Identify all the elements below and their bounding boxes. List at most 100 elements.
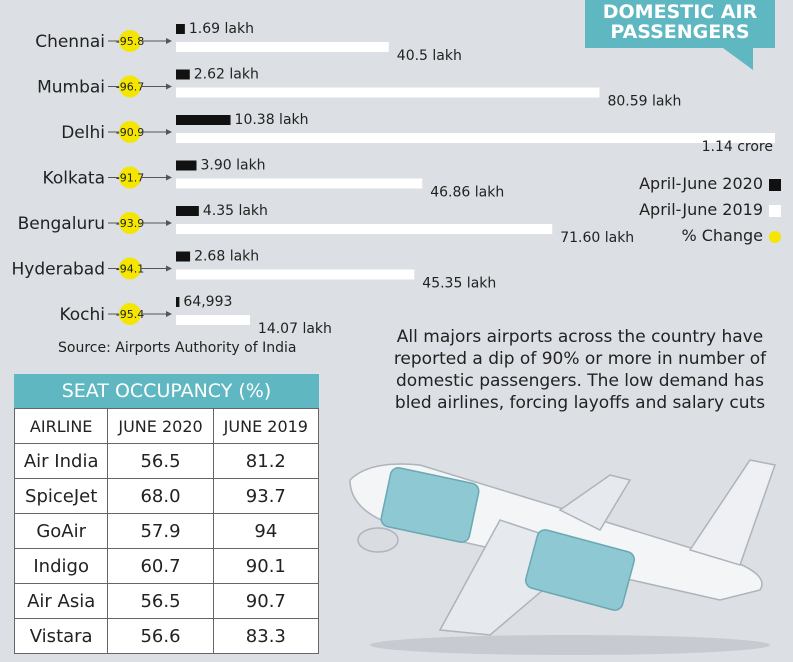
june-2019-cell: 81.2 [212, 443, 320, 479]
seat-occupancy-table: SEAT OCCUPANCY (%) AIRLINE JUNE 2020 JUN… [13, 374, 320, 654]
june-2020-cell: 57.9 [107, 513, 214, 549]
bar-2019-label: 45.35 lakh [422, 276, 496, 292]
passenger-bar-chart: Chennai -95.8 1.69 lakh 40.5 lakh Mumbai -96.… [12, 21, 775, 337]
change-label: -95.8 [116, 35, 144, 48]
change-label: -95.4 [116, 308, 144, 321]
chart-title: DOMESTIC AIR PASSENGERS [585, 0, 775, 48]
bar-2019-label: 14.07 lakh [258, 321, 332, 337]
airline-cell: SpiceJet [13, 478, 109, 514]
bar-2020 [176, 251, 191, 262]
city-label: Chennai [35, 32, 105, 52]
mask-right [524, 529, 636, 611]
header-airline: AIRLINE [13, 408, 109, 444]
change-label: -90.9 [116, 126, 144, 139]
city-label: Kochi [59, 305, 105, 325]
plane-shadow [370, 635, 770, 655]
bar-2019-label: 40.5 lakh [397, 48, 462, 64]
june-2019-cell: 93.7 [212, 478, 320, 514]
bar-2020 [176, 24, 185, 34]
airline-cell: Vistara [13, 618, 109, 654]
airline-cell: GoAir [13, 513, 109, 549]
arrow-head [166, 83, 172, 90]
bar-2019-label: 80.59 lakh [607, 94, 681, 110]
city-label: Kolkata [43, 169, 105, 189]
city-label: Delhi [61, 123, 105, 143]
change-marker [119, 212, 141, 234]
seat-occupancy-title: SEAT OCCUPANCY (%) [14, 374, 319, 408]
airplane-illustration [349, 459, 776, 655]
bar-2020 [176, 206, 199, 216]
table-header-row: AIRLINE JUNE 2020 JUNE 2019 [13, 408, 320, 444]
city-label: Bengaluru [18, 214, 105, 234]
june-2019-cell: 90.1 [212, 548, 320, 584]
change-label: -94.1 [116, 263, 144, 276]
bar-2020-label: 2.62 lakh [194, 67, 259, 83]
airline-cell: Indigo [13, 548, 109, 584]
change-marker [119, 30, 141, 52]
city-label: Mumbai [37, 78, 105, 98]
header-june-2020: JUNE 2020 [107, 408, 214, 444]
change-label: -91.7 [116, 172, 144, 185]
bar-2019-label: 46.86 lakh [430, 185, 504, 201]
table-row: GoAir 57.9 94 [13, 513, 320, 549]
legend-2020-swatch [769, 178, 781, 191]
airline-cell: Air India [13, 443, 109, 479]
legend-change-swatch [769, 230, 781, 243]
june-2020-cell: 68.0 [107, 478, 214, 514]
bar-2020-label: 1.69 lakh [189, 21, 254, 37]
bar-2020 [176, 160, 197, 171]
mask-left [380, 467, 480, 543]
bar-2019 [176, 133, 775, 143]
airline-cell: Air Asia [13, 583, 109, 619]
legend-2019-swatch [769, 204, 781, 217]
bar-2020-label: 10.38 lakh [235, 112, 309, 128]
change-label: -96.7 [116, 81, 144, 94]
table-row: Indigo 60.7 90.1 [13, 548, 320, 584]
arrow-head [166, 129, 172, 135]
bar-2020 [176, 69, 190, 80]
june-2020-cell: 56.5 [107, 583, 214, 619]
table-row: SpiceJet 68.0 93.7 [13, 478, 320, 514]
bar-2019-label: 1.14 crore [702, 139, 773, 155]
change-marker [119, 166, 141, 189]
bar-2019 [176, 42, 389, 52]
legend-2020-label: April-June 2020 [639, 174, 763, 193]
june-2020-cell: 56.6 [107, 618, 214, 654]
bar-2020-label: 2.68 lakh [194, 249, 259, 265]
table-row: Air Asia 56.5 90.7 [13, 583, 320, 619]
bar-2019 [176, 87, 600, 98]
title-line-1: DOMESTIC AIR [602, 1, 758, 23]
seat-table: AIRLINE JUNE 2020 JUNE 2019 Air India 56.… [13, 408, 320, 654]
legend: April-June 2020 April-June 2019 % Change [639, 171, 781, 249]
table-row: Air India 56.5 81.2 [13, 443, 320, 479]
legend-2019: April-June 2019 [639, 197, 781, 223]
arrow-head [166, 174, 172, 181]
bar-2019 [176, 269, 415, 280]
plane-tail-fin [688, 459, 776, 566]
summary-note: All majors airports across the country h… [393, 327, 767, 413]
plane-engine [357, 527, 399, 553]
bar-2019 [176, 224, 553, 234]
legend-change-label: % Change [681, 226, 763, 245]
bar-2020 [176, 297, 180, 307]
june-2020-cell: 56.5 [107, 443, 214, 479]
bar-2020-label: 64,993 [183, 294, 232, 310]
change-label: -93.9 [116, 217, 144, 230]
arrow-head [166, 311, 172, 317]
title-line-2: PASSENGERS [610, 21, 750, 43]
table-row: Vistara 56.6 83.3 [13, 618, 320, 654]
arrow-head [166, 220, 172, 226]
change-marker [119, 75, 141, 98]
bar-2019 [176, 178, 423, 189]
change-marker [119, 257, 141, 280]
june-2020-cell: 60.7 [107, 548, 214, 584]
june-2019-cell: 94 [212, 513, 320, 549]
title-tail [723, 48, 753, 70]
city-label: Hyderabad [12, 260, 106, 280]
change-marker [119, 121, 141, 143]
plane-far-wing [558, 474, 632, 531]
bar-2019-label: 71.60 lakh [560, 230, 634, 246]
bar-2020 [176, 115, 231, 125]
june-2019-cell: 90.7 [212, 583, 320, 619]
legend-2019-label: April-June 2019 [639, 200, 763, 219]
